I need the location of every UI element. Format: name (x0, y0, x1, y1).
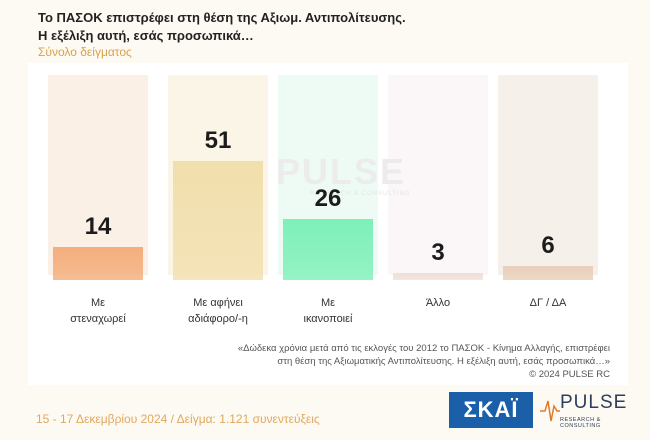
pulse-logo: PULSE RESEARCH & CONSULTING (540, 392, 640, 430)
bar (283, 219, 373, 280)
survey-footer: 15 - 17 Δεκεμβρίου 2024 / Δείγμα: 1.121 … (36, 412, 320, 426)
value-label: 26 (314, 185, 342, 213)
category-label-line: Με (90, 297, 106, 309)
category-label-line: στεναχωρεί (70, 313, 126, 325)
title-line-1: Το ΠΑΣΟΚ επιστρέφει στη θέση της Αξιωμ. … (38, 10, 406, 25)
column-background (48, 75, 148, 275)
bar (393, 273, 483, 280)
category-label: ΔΓ / ΔΑ (498, 295, 598, 311)
value-label: 6 (541, 232, 555, 259)
value-label: 14 (84, 213, 112, 241)
skai-logo: ΣΚΑΪ (449, 392, 533, 428)
bar (173, 161, 263, 280)
category-label: Άλλο (388, 295, 488, 311)
category-label-line: Άλλο (425, 297, 451, 309)
chart-note: «Δώδεκα χρόνια μετά από τις εκλογές του … (140, 342, 610, 381)
pulse-wave-icon (540, 400, 560, 422)
category-label: Με αφήνει αδιάφορο/-η (168, 295, 268, 327)
column-background (388, 75, 488, 275)
category-label: Με ικανοποιεί (278, 295, 378, 327)
category-label-line: Με (320, 297, 336, 309)
category-label-line: ικανοποιεί (303, 313, 353, 325)
pulse-logo-word: PULSE (560, 392, 628, 413)
column-background (498, 75, 598, 275)
copyright: © 2024 PULSE RC (529, 369, 610, 380)
category-label-line: ΔΓ / ΔΑ (529, 297, 567, 309)
bar (503, 266, 593, 280)
category-label-line: αδιάφορο/-η (188, 313, 248, 325)
title-line-2: Η εξέλιξη αυτή, εσάς προσωπικά… (38, 28, 254, 43)
pulse-logo-sub: RESEARCH & CONSULTING (560, 417, 601, 429)
category-label-line: Με αφήνει (193, 297, 243, 309)
bar (53, 247, 143, 280)
value-label: 3 (431, 239, 445, 266)
chart-title: Το ΠΑΣΟΚ επιστρέφει στη θέση της Αξιωμ. … (38, 9, 406, 45)
category-label: Με στεναχωρεί (48, 295, 148, 327)
note-line-1: «Δώδεκα χρόνια μετά από τις εκλογές του … (237, 343, 610, 354)
pulse-watermark: PULSE (276, 151, 407, 192)
pulse-watermark-sub: RESEARCH & CONSULTING (310, 191, 411, 197)
chart-panel: PULSE RESEARCH & CONSULTING 14 Με στεναχωρ… (28, 63, 628, 385)
value-label: 51 (204, 127, 232, 154)
chart-subtitle: Σύνολο δείγματος (38, 45, 132, 59)
note-line-2: στη θέση της Αξιωματικής Αντιπολίτευσης.… (277, 356, 610, 367)
